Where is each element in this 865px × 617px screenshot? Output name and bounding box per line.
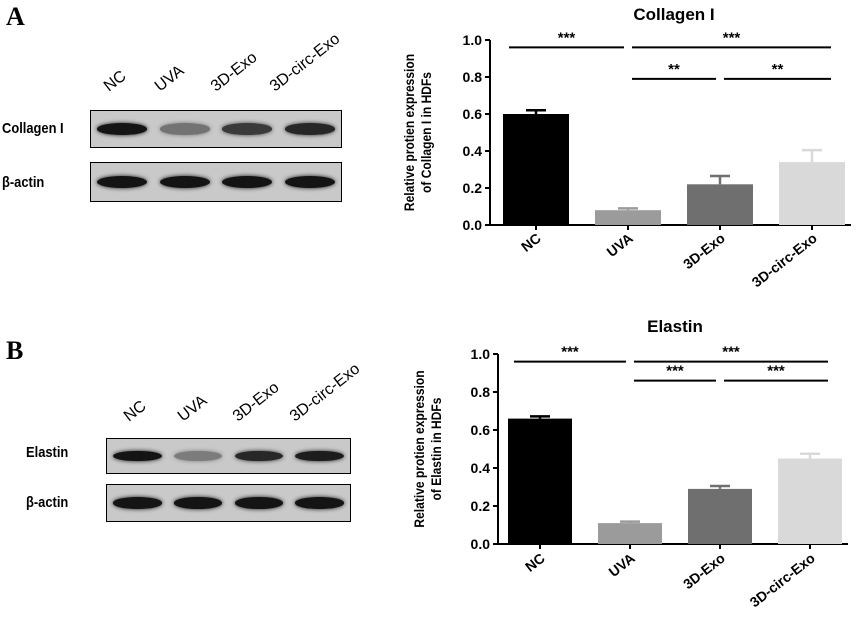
- blot-a-actin-strip: [90, 162, 342, 202]
- bar: [503, 114, 569, 225]
- category-label: UVA: [606, 550, 638, 580]
- bar: [687, 184, 753, 225]
- blot-band: [222, 175, 273, 189]
- significance-label: **: [668, 61, 680, 78]
- blot-band: [97, 175, 148, 189]
- y-axis-label: Relative protien expression: [411, 370, 427, 527]
- y-tick-label: 0.4: [463, 143, 483, 159]
- significance-label: ***: [767, 363, 785, 380]
- bar: [598, 523, 662, 544]
- significance-label: ***: [558, 29, 576, 46]
- y-tick-label: 0.6: [471, 422, 491, 438]
- blot-b-row-label: β-actin: [26, 494, 69, 511]
- blot-band: [295, 450, 344, 462]
- blot-band: [234, 450, 284, 462]
- blot-band: [234, 497, 284, 509]
- significance-label: ***: [561, 344, 579, 361]
- blot-b-actin-strip: [106, 484, 351, 522]
- y-tick-label: 0.4: [471, 460, 491, 476]
- y-tick-label: 0.2: [471, 498, 491, 514]
- y-tick-label: 0.6: [463, 106, 483, 122]
- significance-label: ***: [723, 29, 741, 46]
- blot-band: [284, 123, 335, 135]
- bar: [778, 458, 842, 544]
- y-axis-label: of Elastin in HDFs: [428, 398, 444, 501]
- panel-letter-b: B: [6, 336, 24, 365]
- significance-label: ***: [666, 363, 684, 380]
- blot-a-row-label: Collagen I: [2, 120, 64, 137]
- blot-a-row-label: β-actin: [2, 174, 45, 191]
- significance-label: **: [772, 61, 784, 78]
- y-tick-label: 0.0: [471, 536, 491, 552]
- chart-title: Collagen I: [633, 5, 714, 24]
- y-tick-label: 0.8: [463, 69, 483, 85]
- blot-band: [295, 497, 344, 509]
- y-tick-label: 0.8: [471, 384, 491, 400]
- panel-letter-a: A: [6, 2, 25, 31]
- y-tick-label: 0.0: [463, 217, 483, 233]
- bar: [779, 162, 845, 225]
- y-axis-label: Relative protien expression: [401, 54, 417, 211]
- y-tick-label: 0.2: [463, 180, 483, 196]
- bar: [595, 210, 661, 225]
- blot-band: [222, 123, 273, 135]
- blot-band: [113, 497, 162, 509]
- chart-title: Elastin: [647, 317, 703, 336]
- significance-label: ***: [722, 344, 740, 361]
- category-label: NC: [522, 550, 548, 575]
- bar: [688, 488, 752, 544]
- category-label: 3D-Exo: [680, 550, 728, 592]
- y-tick-label: 1.0: [463, 32, 483, 48]
- blot-band: [173, 450, 223, 462]
- category-label: 3D-circ-Exo: [747, 550, 818, 611]
- blot-b-elastin-strip: [106, 438, 351, 474]
- blot-band: [159, 175, 210, 189]
- blot-band: [284, 175, 335, 189]
- blot-b-row-label: Elastin: [26, 444, 69, 461]
- blot-band: [113, 450, 162, 462]
- bar: [508, 418, 572, 544]
- blot-band: [159, 123, 210, 135]
- blot-a-collagen-strip: [90, 110, 342, 148]
- y-axis-label: of Collagen I in HDFs: [418, 72, 434, 193]
- blot-band: [97, 123, 148, 135]
- y-tick-label: 1.0: [471, 346, 491, 362]
- blot-band: [173, 497, 223, 509]
